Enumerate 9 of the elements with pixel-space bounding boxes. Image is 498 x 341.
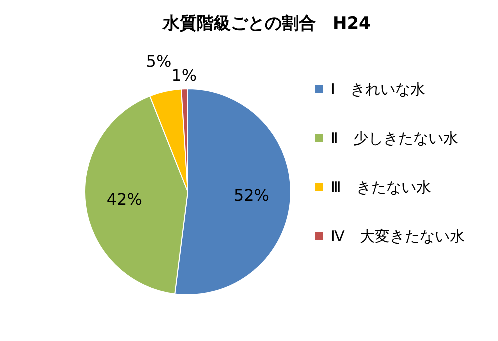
data-label: 1% [172, 66, 198, 86]
data-label: 5% [146, 52, 172, 72]
legend-label: Ⅰ きれいな水 [331, 80, 426, 98]
legend-label: Ⅲ きたない水 [331, 178, 432, 196]
chart-title: 水質階級ごとの割合 H24 [162, 14, 372, 34]
legend-label: Ⅱ 少しきたない水 [331, 130, 458, 148]
data-label: 42% [106, 190, 142, 210]
legend-label: Ⅳ 大変きたない水 [331, 228, 465, 246]
data-label: 52% [234, 186, 270, 206]
